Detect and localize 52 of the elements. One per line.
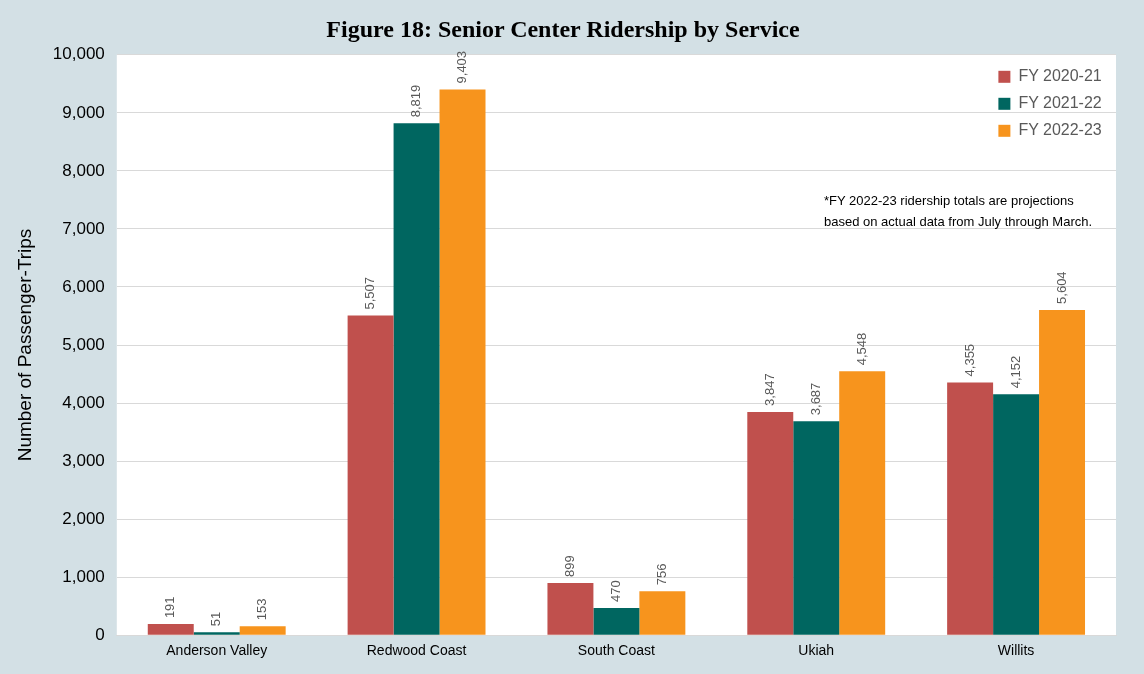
data-label: 756 <box>653 563 669 586</box>
x-tick-label: Ukiah <box>798 642 835 659</box>
y-tick-label: 1,000 <box>62 566 105 586</box>
y-tick-label: 6,000 <box>62 276 105 296</box>
x-tick-label: Redwood Coast <box>366 642 467 659</box>
y-axis-title: Number of Passenger-Trips <box>13 228 35 462</box>
y-tick-label: 5,000 <box>62 334 105 354</box>
x-tick-label: Willits <box>997 642 1035 659</box>
bar <box>439 89 486 635</box>
bar <box>747 411 794 635</box>
y-tick-label: 9,000 <box>62 102 105 122</box>
data-label: 3,687 <box>807 382 823 416</box>
x-tick-label: South Coast <box>577 642 656 659</box>
bar <box>547 583 594 635</box>
y-tick-label: 3,000 <box>62 450 105 470</box>
x-tick-label: Anderson Valley <box>166 642 268 659</box>
bar <box>147 624 194 635</box>
data-label: 8,819 <box>408 84 424 118</box>
y-tick-label: 0 <box>95 624 105 644</box>
y-tick-label: 10,000 <box>52 44 105 64</box>
bar <box>593 607 640 635</box>
data-label: 4,152 <box>1007 355 1023 389</box>
bar <box>347 315 394 635</box>
legend-label: FY 2022-23 <box>1018 121 1102 139</box>
bar <box>639 591 686 635</box>
data-label: 4,355 <box>961 343 977 377</box>
y-tick-label: 2,000 <box>62 508 105 528</box>
y-tick-label: 7,000 <box>62 218 105 238</box>
y-tick-label: 4,000 <box>62 392 105 412</box>
data-label: 470 <box>607 580 623 602</box>
data-label: 5,507 <box>362 277 378 310</box>
data-label: 899 <box>562 555 578 578</box>
data-label: 4,548 <box>853 332 869 366</box>
data-label: 3,847 <box>761 373 777 406</box>
bar <box>947 382 994 635</box>
annotation: *FY 2022-23 ridership totals are projections based on actual data from July through March. <box>824 193 1093 230</box>
bar <box>793 421 840 635</box>
chart-title: Figure 18: Senior Center Ridership by Service <box>326 15 800 42</box>
y-tick-label: 8,000 <box>62 160 105 180</box>
legend-label: FY 2020-21 <box>1018 67 1102 85</box>
data-label: 5,604 <box>1053 271 1069 304</box>
data-label: 51 <box>208 611 224 627</box>
data-label: 191 <box>162 596 178 619</box>
bar <box>239 626 286 635</box>
data-label: 9,403 <box>454 50 470 84</box>
bar <box>993 394 1040 635</box>
bar <box>393 123 440 635</box>
bar <box>193 632 240 635</box>
legend-label: FY 2021-22 <box>1018 94 1102 112</box>
bar <box>1039 309 1086 635</box>
bar <box>839 371 886 635</box>
data-label: 153 <box>254 598 270 621</box>
